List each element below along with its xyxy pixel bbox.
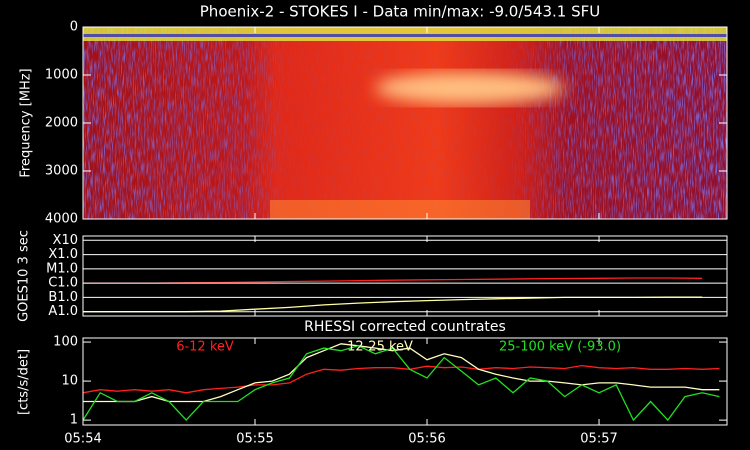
y-axis-label: [cts/s/det] <box>17 349 32 415</box>
x-tick-label: 05:57 <box>580 432 617 447</box>
data-line <box>83 343 720 403</box>
y-tick-label: X1.0 <box>48 247 78 262</box>
y-axis-label: Frequency [MHz] <box>19 68 34 177</box>
panel-title: RHESSI corrected countrates <box>304 319 506 335</box>
y-tick-label: M1.0 <box>46 261 78 276</box>
y-tick-label: B1.0 <box>48 290 78 305</box>
plot-frame <box>82 235 728 317</box>
spectrogram-image <box>83 27 727 219</box>
legend-label: 25-100 keV (-93.0) <box>499 340 621 355</box>
data-line <box>82 364 720 394</box>
legend-label: 6-12 keV <box>176 340 234 355</box>
y-tick-label: 0 <box>70 20 78 35</box>
y-tick-label: A1.0 <box>48 304 78 319</box>
y-tick-label: 1 <box>70 413 78 428</box>
x-tick-label: 05:56 <box>408 432 445 447</box>
y-tick-label: C1.0 <box>48 276 78 291</box>
x-tick-label: 05:55 <box>236 432 273 447</box>
y-tick-label: X10 <box>53 233 78 248</box>
x-tick-label: 05:54 <box>64 432 101 447</box>
data-line <box>82 345 720 422</box>
y-tick-label: 2000 <box>45 116 78 131</box>
y-tick-label: 1000 <box>45 68 78 83</box>
y-tick-label: 100 <box>53 335 78 350</box>
chart-title: Phoenix-2 - STOKES I - Data min/max: -9.… <box>200 3 600 21</box>
y-tick-label: 10 <box>61 374 78 389</box>
legend-label: 12-25 keV <box>347 340 413 355</box>
y-tick-label: 4000 <box>45 212 78 227</box>
y-axis-label: GOES10 3 sec <box>17 230 32 322</box>
data-line <box>83 277 703 284</box>
y-tick-label: 3000 <box>45 164 78 179</box>
data-line <box>83 296 703 313</box>
